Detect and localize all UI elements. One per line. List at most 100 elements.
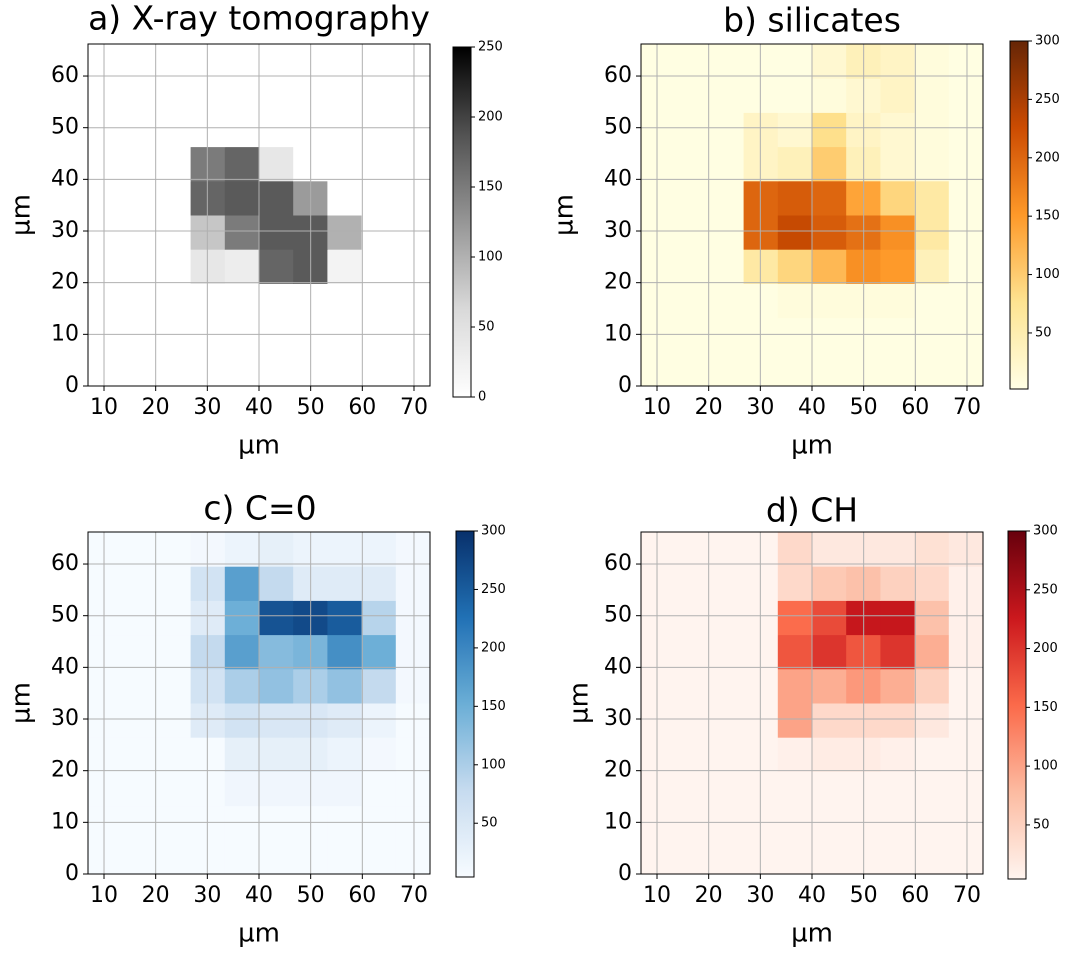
- heatmap-cell: [361, 668, 397, 704]
- heatmap-cell: [948, 839, 984, 875]
- heatmap-cell: [743, 668, 779, 704]
- heatmap-cell: [743, 44, 779, 79]
- heatmap-cell: [224, 351, 260, 387]
- heatmap-cell: [88, 180, 123, 216]
- heatmap-cell: [122, 215, 157, 250]
- y-tick-label: 30: [51, 218, 79, 243]
- x-tick-label: 30: [193, 883, 221, 908]
- y-tick-label: 20: [604, 270, 632, 295]
- heatmap-cell: [259, 78, 294, 113]
- x-tick-label: 50: [297, 883, 325, 908]
- heatmap-cell: [224, 249, 260, 284]
- heatmap-cell: [259, 283, 294, 319]
- heatmap-cell: [156, 805, 192, 841]
- heatmap-cell: [743, 215, 779, 250]
- heatmap-cell: [156, 146, 192, 182]
- heatmap-cell: [327, 839, 363, 875]
- heatmap-cell: [190, 566, 226, 601]
- heatmap-cell: [948, 566, 984, 601]
- heatmap-cell: [224, 737, 260, 772]
- heatmap-cell: [812, 805, 847, 841]
- heatmap-cell: [743, 532, 779, 567]
- heatmap-cell: [709, 532, 745, 567]
- heatmap-cell: [709, 351, 745, 387]
- heatmap-cell: [812, 180, 847, 216]
- heatmap-cell: [948, 44, 984, 79]
- y-axis-label: µm: [7, 194, 37, 236]
- heatmap-cell: [156, 566, 192, 601]
- heatmap-cell: [224, 668, 260, 704]
- heatmap-cell: [395, 600, 431, 636]
- heatmap-cell: [224, 566, 260, 601]
- colorbar-tick-label: 100: [478, 250, 503, 265]
- heatmap-cell: [812, 839, 847, 875]
- heatmap-cell: [361, 317, 397, 353]
- heatmap-cell: [948, 771, 984, 807]
- heatmap-cell: [327, 283, 363, 319]
- y-tick-label: 60: [51, 63, 79, 88]
- x-tick-label: 30: [193, 395, 221, 420]
- heatmap-cell: [224, 634, 260, 670]
- heatmap-cell: [641, 215, 676, 250]
- heatmap-cell: [224, 317, 260, 353]
- heatmap-cell: [641, 44, 676, 79]
- heatmap-cell: [88, 44, 123, 79]
- heatmap-cell: [156, 249, 192, 284]
- heatmap-cell: [709, 78, 745, 113]
- x-tick-label: 70: [400, 395, 428, 420]
- heatmap-cell: [743, 566, 779, 601]
- heatmap-cell: [122, 532, 157, 567]
- heatmap-cell: [675, 566, 710, 601]
- heatmap-cell: [122, 112, 157, 148]
- colorbar-tick-label: 150: [481, 699, 506, 714]
- heatmap-cell: [948, 78, 984, 113]
- heatmap-cell: [675, 78, 710, 113]
- heatmap-cell: [675, 180, 710, 216]
- heatmap-cell: [914, 112, 950, 148]
- heatmap-cell: [743, 771, 779, 807]
- heatmap-cell: [777, 805, 813, 841]
- x-tick-label: 70: [953, 395, 981, 420]
- heatmap-cell: [156, 634, 192, 670]
- heatmap-cell: [395, 668, 431, 704]
- heatmap-cell: [395, 44, 431, 79]
- heatmap-cell: [641, 805, 676, 841]
- heatmap-cell: [190, 634, 226, 670]
- heatmap-cell: [777, 112, 813, 148]
- heatmap-cell: [259, 839, 294, 875]
- heatmap-cell: [361, 146, 397, 182]
- heatmap-cell: [259, 703, 294, 738]
- heatmap-cell: [259, 317, 294, 353]
- heatmap-cell: [675, 44, 710, 79]
- heatmap-cell: [122, 600, 157, 636]
- heatmap-cell: [122, 180, 157, 216]
- heatmap-cell: [777, 668, 813, 704]
- heatmap-cell: [777, 146, 813, 182]
- y-tick-label: 30: [604, 706, 632, 731]
- heatmap-cell: [914, 668, 950, 704]
- heatmap-cell: [914, 317, 950, 353]
- heatmap-cell: [914, 180, 950, 216]
- heatmap-cell: [122, 839, 157, 875]
- heatmap-cell: [641, 249, 676, 284]
- heatmap-cell: [395, 351, 431, 387]
- heatmap-cell: [914, 839, 950, 875]
- heatmap-cell: [641, 283, 676, 319]
- heatmap-cell: [777, 180, 813, 216]
- heatmap-cell: [156, 215, 192, 250]
- heatmap-cell: [812, 215, 847, 250]
- heatmap-cell: [914, 532, 950, 567]
- heatmap-cell: [88, 805, 123, 841]
- heatmap-cell: [156, 839, 192, 875]
- heatmap-cell: [122, 805, 157, 841]
- colorbar-tick-label: 200: [1033, 641, 1058, 656]
- heatmap-cell: [709, 771, 745, 807]
- heatmap-cell: [675, 146, 710, 182]
- heatmap-cell: [224, 112, 260, 148]
- x-axis-label: µm: [791, 431, 833, 461]
- heatmap-cell: [777, 249, 813, 284]
- x-tick-label: 30: [746, 883, 774, 908]
- heatmap-cell: [156, 44, 192, 79]
- heatmap-cell: [224, 771, 260, 807]
- heatmap-cell: [156, 668, 192, 704]
